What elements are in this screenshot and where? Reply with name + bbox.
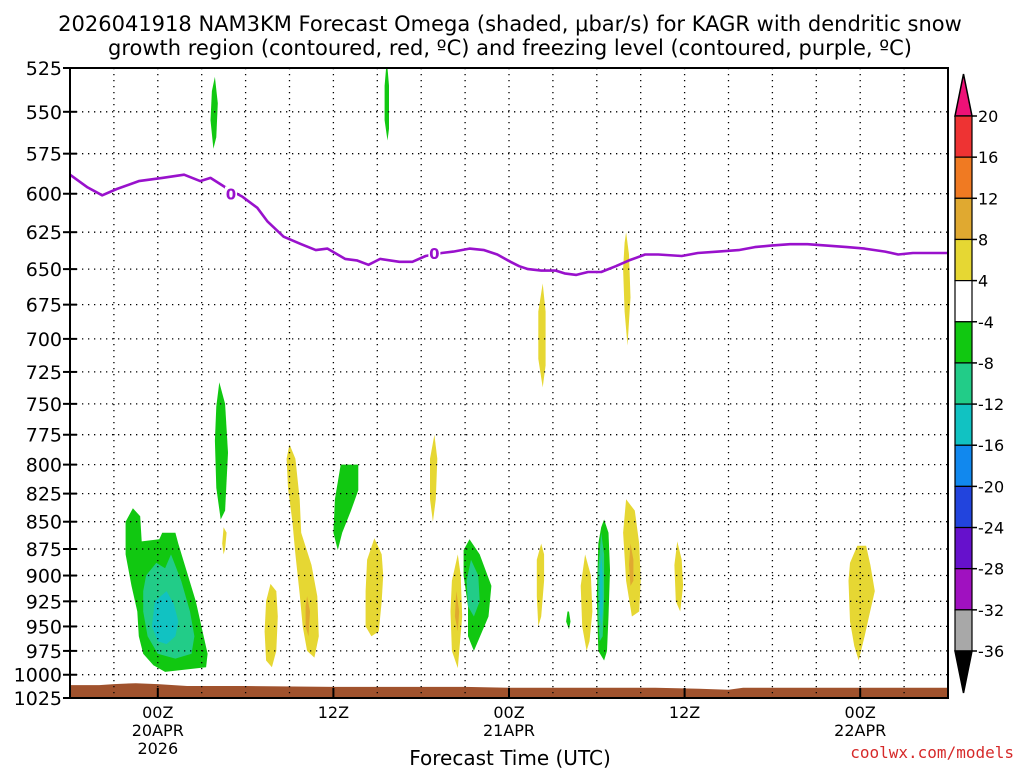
colorbar-label-14: -36 (978, 642, 1004, 661)
watermark-text: coolwx.com/models (850, 743, 1014, 762)
colorbar-label-6: -4 (978, 313, 994, 332)
colorbar-bin-4 (954, 238, 973, 282)
colorbar-label-13: -32 (978, 601, 1004, 620)
colorbar-bin-13 (954, 609, 973, 652)
y-tick-label-550: 550 (26, 102, 62, 124)
colorbar-label-5: 4 (978, 272, 988, 291)
colorbar-label-11: -24 (978, 519, 1004, 538)
omega-region-29 (629, 543, 634, 586)
colorbar-label-7: -8 (978, 354, 994, 373)
y-tick-label-950: 950 (26, 616, 62, 638)
omega-region-20 (538, 283, 546, 388)
x-tick-label-42-1: 12Z (669, 703, 700, 722)
omega-region-18 (222, 527, 227, 555)
colorbar-bin-6 (954, 321, 973, 364)
freezing-level-label-1: 0 (226, 186, 236, 204)
omega-region-12 (151, 591, 179, 645)
colorbar-top-arrow (954, 73, 973, 117)
colorbar-bin-1 (954, 115, 973, 158)
y-tick-label-650: 650 (26, 259, 62, 281)
omega-region-23 (580, 554, 593, 651)
omega-region-2 (214, 382, 228, 520)
y-tick-label-825: 825 (26, 484, 62, 506)
colorbar-bin-12 (954, 568, 973, 611)
freezing-level-label-2: 0 (429, 245, 439, 263)
omega-region-25 (674, 541, 684, 612)
colorbar-label-1: 20 (978, 107, 998, 126)
y-tick-label-900: 900 (26, 566, 62, 588)
y-tick-label-525: 525 (26, 58, 62, 80)
y-tick-label-850: 850 (26, 512, 62, 534)
y-tick-label-875: 875 (26, 539, 62, 561)
omega-region-4 (210, 76, 218, 149)
y-tick-label-800: 800 (26, 455, 62, 477)
omega-region-8 (566, 611, 571, 630)
x-tick-label-6-2: 20APR (132, 721, 184, 740)
chart-title-line-2: growth region (contoured, red, ºC) and f… (108, 36, 912, 60)
y-tick-label-675: 675 (26, 295, 62, 317)
freezing-label-bg-1 (224, 186, 237, 202)
omega-region-27 (305, 596, 310, 637)
y-tick-label-600: 600 (26, 184, 62, 206)
y-tick-label-625: 625 (26, 222, 62, 244)
y-tick-label-725: 725 (26, 362, 62, 384)
freezing-level-layer: 00 (69, 173, 948, 277)
plot-frame (69, 67, 949, 699)
colorbar-bottom-arrow (954, 650, 973, 694)
x-tick-label-54-2: 22APR (834, 721, 886, 740)
omega-region-13 (599, 554, 603, 627)
omega-shading-layer (125, 68, 875, 672)
omega-region-15 (264, 583, 278, 668)
omega-region-21 (623, 232, 631, 346)
colorbar-label-4: 8 (978, 230, 988, 249)
omega-region-10 (466, 559, 480, 617)
colorbar-label-10: -20 (978, 477, 1004, 496)
colorbar-bin-5 (954, 280, 973, 323)
omega-region-22 (536, 543, 545, 627)
colorbar-bin-3 (954, 197, 973, 241)
omega-region-26 (848, 545, 875, 661)
y-tick-label-1000: 1000 (14, 665, 62, 687)
colorbar-label-9: -16 (978, 436, 1004, 455)
colorbar-bin-2 (954, 156, 973, 199)
omega-region-5 (384, 68, 389, 141)
chart-title-line-1: 2026041918 NAM3KM Forecast Omega (shaded… (58, 12, 962, 36)
colorbar-label-8: -12 (978, 395, 1004, 414)
x-tick-label-6-1: 00Z (142, 703, 173, 722)
colorbar-bin-8 (954, 403, 973, 446)
y-tick-label-1025: 1025 (14, 688, 62, 710)
x-tick-label-18-1: 12Z (318, 703, 349, 722)
y-tick-label-975: 975 (26, 641, 62, 663)
omega-region-14 (286, 444, 319, 658)
y-tick-label-775: 775 (26, 425, 62, 447)
axes-layer: 525 550 575 600 625 650 675 700 725 750 775 800 825 8… (14, 58, 949, 758)
y-tick-label-750: 750 (26, 394, 62, 416)
omega-region-28 (454, 591, 460, 632)
colorbar-bin-9 (954, 444, 973, 487)
x-axis-title: Forecast Time (UTC) (409, 746, 611, 768)
colorbar-label-2: 16 (978, 148, 998, 167)
y-tick-label-925: 925 (26, 591, 62, 613)
grid-layer (69, 67, 949, 699)
y-tick-label-700: 700 (26, 329, 62, 351)
x-tick-label-30-1: 00Z (493, 703, 524, 722)
omega-region-16 (365, 538, 384, 637)
y-tick-label-575: 575 (26, 144, 62, 166)
omega-colorbar: 20 16 12 8 4 -4 -8 -12 -16 -20 -24 -28 -32 -36 (954, 73, 1004, 694)
colorbar-bin-10 (954, 485, 973, 529)
colorbar-label-12: -28 (978, 560, 1004, 579)
colorbar-bin-11 (954, 526, 973, 570)
colorbar-bin-7 (954, 362, 973, 405)
x-tick-label-30-2: 21APR (483, 721, 535, 740)
x-tick-label-54-1: 00Z (845, 703, 876, 722)
omega-region-17 (430, 434, 438, 522)
colorbar-label-3: 12 (978, 189, 998, 208)
omega-region-3 (333, 464, 359, 551)
freezing-label-bg-2 (428, 245, 441, 261)
x-tick-label-6-3: 2026 (137, 739, 178, 758)
